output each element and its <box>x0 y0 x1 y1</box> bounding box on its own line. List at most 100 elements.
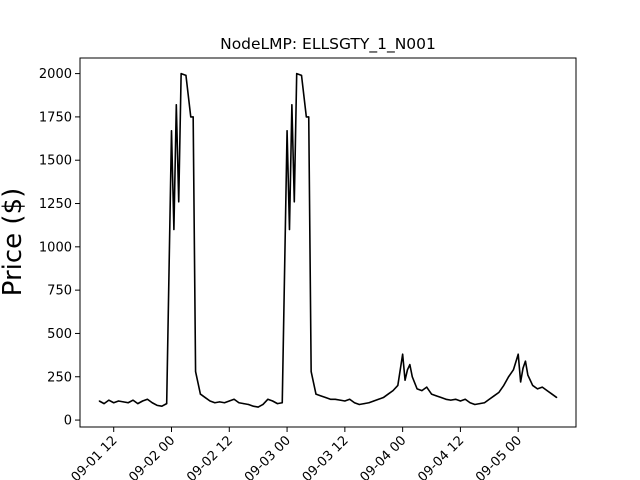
data-point <box>320 395 322 397</box>
data-point <box>353 402 356 404</box>
data-point <box>117 400 120 402</box>
data-point <box>180 72 182 75</box>
data-point <box>421 390 423 392</box>
data-point <box>373 400 375 402</box>
data-point <box>435 395 437 397</box>
y-tick-label: 2000 <box>39 67 72 82</box>
data-point <box>190 116 192 118</box>
x-tick-label: 09-02 12 <box>184 433 236 480</box>
y-tick-label: 1750 <box>39 110 72 125</box>
data-point <box>291 104 293 106</box>
data-point <box>310 370 312 373</box>
data-point <box>267 398 269 400</box>
data-point <box>493 395 495 397</box>
data-point <box>358 403 360 406</box>
x-tick-label: 09-04 00 <box>358 433 410 480</box>
data-point <box>334 398 336 400</box>
data-point <box>459 400 462 402</box>
x-tick-label: 09-05 00 <box>473 433 525 480</box>
data-point <box>300 74 303 76</box>
data-point <box>382 396 384 399</box>
data-point <box>512 369 515 371</box>
data-point <box>127 402 129 404</box>
data-point <box>344 400 346 402</box>
x-tick-label: 09-01 12 <box>69 433 121 480</box>
plot-area <box>98 72 558 408</box>
data-point <box>409 364 411 366</box>
data-point <box>293 201 295 203</box>
data-point <box>194 370 197 373</box>
y-tick-label: 1500 <box>39 154 72 169</box>
data-point <box>339 399 341 401</box>
data-point <box>464 398 466 400</box>
data-point <box>137 403 139 405</box>
data-point <box>228 400 230 402</box>
data-point <box>252 405 254 407</box>
data-point <box>536 388 539 390</box>
data-point <box>281 402 283 404</box>
data-point <box>219 401 221 403</box>
data-point <box>324 396 327 399</box>
data-point <box>185 74 187 76</box>
x-axis: 09-01 12 09-02 00 09-02 12 09-03 00 09-03 12… <box>69 427 525 480</box>
data-point <box>426 386 428 388</box>
y-tick-label: 750 <box>47 284 72 299</box>
y-tick-label: 250 <box>47 370 72 385</box>
y-tick-label: 1000 <box>39 240 72 255</box>
data-point <box>474 403 476 406</box>
data-point <box>541 386 543 388</box>
data-point <box>377 398 380 400</box>
x-tick-label: 09-03 12 <box>300 433 352 480</box>
data-point <box>296 72 298 75</box>
data-point <box>411 376 413 378</box>
data-point <box>315 393 317 395</box>
data-point <box>546 390 548 392</box>
y-axis-label: Price ($) <box>0 188 28 297</box>
data-point <box>276 403 279 405</box>
chart-title: NodeLMP: ELLSGTY_1_N001 <box>220 35 436 54</box>
data-point <box>132 399 134 401</box>
data-point <box>233 398 235 400</box>
data-point <box>406 369 409 371</box>
plot-frame <box>79 57 577 428</box>
data-point <box>527 374 529 376</box>
data-point <box>223 402 226 404</box>
data-point <box>161 405 163 407</box>
data-point <box>430 393 433 395</box>
data-point <box>349 398 351 400</box>
data-point <box>532 384 534 387</box>
y-tick-label: 500 <box>47 327 72 342</box>
data-point <box>98 400 100 402</box>
data-point <box>522 367 524 369</box>
data-point <box>238 402 240 404</box>
data-point <box>308 116 310 118</box>
data-point <box>524 360 527 362</box>
x-tick-label: 09-03 00 <box>242 433 294 480</box>
data-point <box>440 396 442 399</box>
data-point <box>173 228 175 231</box>
data-point <box>469 402 471 404</box>
data-point <box>450 399 452 401</box>
data-point <box>329 398 332 400</box>
data-point <box>204 396 206 399</box>
data-point <box>142 400 144 402</box>
data-point <box>397 384 399 387</box>
data-point <box>520 381 522 383</box>
data-point <box>262 403 264 406</box>
data-point <box>387 393 389 395</box>
data-point <box>243 403 245 405</box>
data-point <box>556 396 558 399</box>
data-point <box>402 353 404 355</box>
x-tick-label: 09-04 12 <box>415 433 467 480</box>
data-point <box>305 116 307 118</box>
data-point <box>113 402 115 404</box>
data-point <box>286 130 288 132</box>
y-tick-label: 1250 <box>39 197 72 212</box>
data-point <box>503 384 505 387</box>
data-point <box>192 116 194 118</box>
data-point <box>146 398 149 400</box>
data-point <box>404 379 406 381</box>
data-point <box>108 399 110 401</box>
data-point <box>363 403 365 405</box>
